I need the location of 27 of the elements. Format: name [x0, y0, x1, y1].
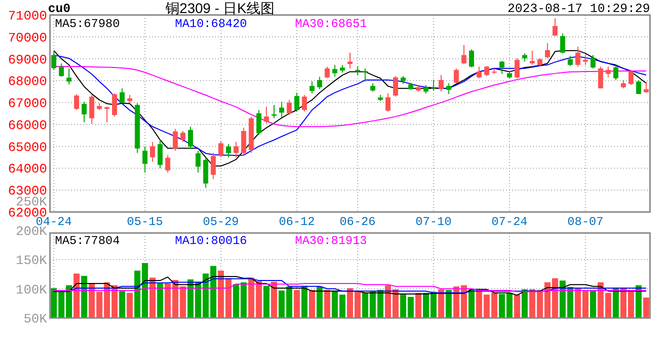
annotation: cu0 [48, 2, 71, 16]
legend-item: MA10:68420 [175, 17, 248, 31]
title: 铜2309 - 日K线图 [166, 0, 274, 16]
xtick-label: 05-29 [202, 215, 239, 229]
ytick-label: 50K [24, 312, 47, 326]
xtick-label: 06-12 [278, 215, 315, 229]
ytick-label: 100K [16, 282, 47, 298]
xtick-label: 05-15 [126, 215, 163, 229]
ytick-label: 65000 [8, 140, 47, 155]
legend-item: MA30:68651 [295, 17, 368, 31]
legend-item: MA5:67980 [55, 17, 120, 31]
ytick-label: 150K [16, 253, 47, 268]
xtick-label: 08-07 [567, 215, 604, 229]
legend-item: MA5:77804 [55, 234, 120, 248]
legend-item: MA10:80016 [175, 234, 248, 248]
legend-item: MA30:81913 [295, 234, 368, 248]
ytick-label: 70000 [8, 30, 47, 46]
xtick-label: 06-26 [340, 215, 376, 229]
xtick-label: 07-10 [416, 215, 452, 229]
annotation: 2023-08-17 10:29:29 [507, 2, 650, 16]
ytick-label: 68000 [8, 74, 47, 90]
xtick-label: 07-24 [491, 215, 528, 229]
ytick-label: 69000 [8, 52, 47, 68]
ytick-label: 71000 [8, 8, 47, 24]
ytick-label: 67000 [8, 96, 47, 112]
ytick-label: 64000 [8, 162, 47, 177]
ytick-label: 66000 [8, 118, 47, 133]
